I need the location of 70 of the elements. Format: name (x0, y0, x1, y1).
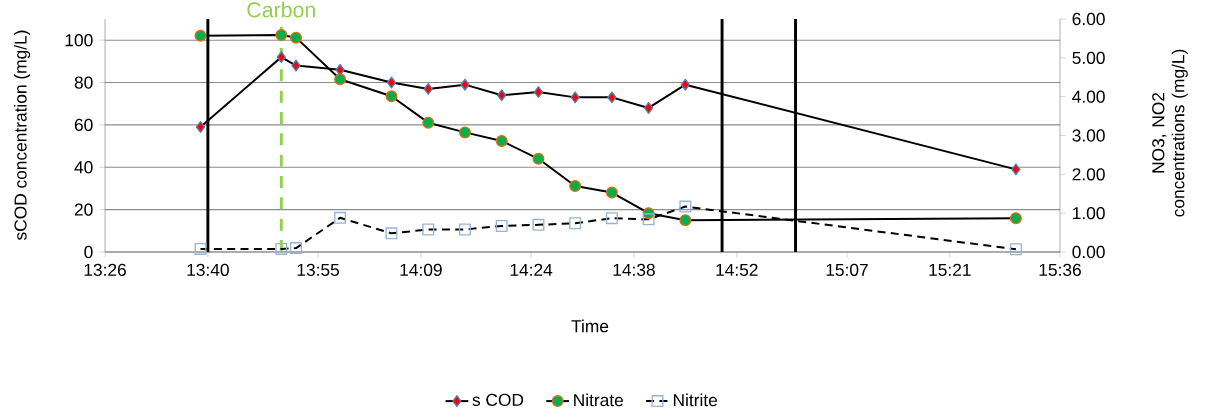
point (532, 152, 545, 165)
point (495, 134, 508, 147)
y-tick-label: 60 (74, 118, 93, 132)
legend-label: s COD (472, 393, 524, 407)
point (642, 213, 655, 226)
point (290, 31, 303, 44)
x-tick-label: 13:40 (187, 263, 229, 276)
y2-axis-title: NO3, NO2 concentrations (mg/L) (1152, 49, 1188, 217)
x-tick-label: 13:26 (84, 263, 126, 276)
point (291, 59, 301, 72)
y-tick-label: 80 (74, 76, 93, 89)
y-tick-label: 0 (84, 245, 93, 259)
point (334, 211, 347, 224)
point (1009, 243, 1022, 256)
point (385, 90, 398, 103)
x-tick-label: 14:24 (510, 263, 553, 276)
point (533, 86, 544, 99)
point (532, 218, 545, 231)
point (1011, 163, 1021, 176)
y-tick-label: 100 (65, 34, 93, 47)
point (334, 73, 347, 86)
point (422, 116, 435, 129)
x-tick-label: 14:09 (400, 263, 442, 276)
y-axis-title: sCOD concentration (mg/L) (13, 30, 31, 240)
point (194, 242, 207, 255)
point (680, 78, 691, 91)
point (643, 101, 654, 114)
point (290, 242, 303, 255)
point (460, 78, 470, 91)
x-axis-title: Time (571, 319, 609, 333)
point (423, 82, 433, 95)
x-tick-label: 13:55 (297, 263, 339, 276)
point (605, 186, 618, 199)
x-tick-label: 15:07 (826, 263, 868, 276)
point (275, 242, 288, 255)
point (458, 223, 471, 236)
point (385, 227, 398, 240)
ref-line-label: Carbon (247, 1, 315, 18)
point (275, 28, 288, 41)
y2-tick-label: 3.00 (1072, 129, 1105, 142)
point (679, 200, 692, 213)
y2-tick-label: 1.00 (1073, 207, 1105, 220)
point (495, 219, 508, 232)
point (497, 89, 507, 102)
y-tick-label: 40 (74, 161, 93, 174)
legend-label: Nitrite (673, 393, 718, 407)
point (422, 223, 435, 236)
point (194, 29, 207, 42)
point (458, 126, 471, 139)
legend-label: Nitrate (574, 393, 623, 407)
x-tick-label: 14:52 (716, 263, 758, 276)
y2-tick-label: 5.00 (1072, 51, 1105, 64)
y2-tick-label: 0.00 (1072, 245, 1105, 259)
y-tick-label: 20 (74, 203, 93, 216)
point (195, 121, 206, 134)
x-tick-label: 15:21 (929, 263, 971, 276)
point (569, 217, 582, 230)
point (276, 51, 286, 64)
y2-tick-label: 6.00 (1072, 12, 1105, 26)
point (386, 76, 397, 89)
y2-tick-label: 2.00 (1072, 168, 1105, 181)
point (569, 179, 582, 192)
x-tick-label: 15:36 (1039, 263, 1081, 276)
point (570, 91, 580, 104)
y2-tick-label: 4.00 (1072, 90, 1105, 103)
point (679, 214, 692, 227)
point (1009, 212, 1022, 225)
point (605, 212, 618, 225)
x-tick-label: 14:38 (613, 263, 655, 276)
point (607, 91, 617, 104)
